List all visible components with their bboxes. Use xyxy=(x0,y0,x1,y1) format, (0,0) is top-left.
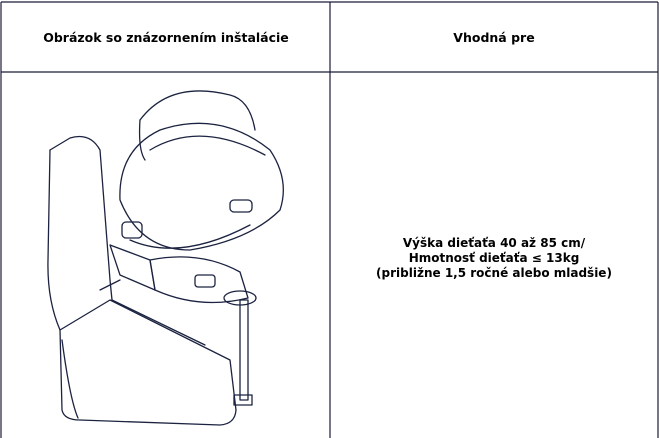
cell-text-line: (približne 1,5 ročné alebo mladšie) xyxy=(376,266,612,280)
header-cell: Obrázok so znázornením inštalácie xyxy=(43,30,289,45)
header-cell: Vhodná pre xyxy=(453,30,534,45)
installation-illustration xyxy=(47,90,284,426)
suitability-text: Výška dieťaťa 40 až 85 cm/Hmotnosť dieťa… xyxy=(376,236,612,280)
cell-text-line: Hmotnosť dieťaťa ≤ 13kg xyxy=(409,251,580,265)
cell-text-line: Výška dieťaťa 40 až 85 cm/ xyxy=(403,236,586,250)
